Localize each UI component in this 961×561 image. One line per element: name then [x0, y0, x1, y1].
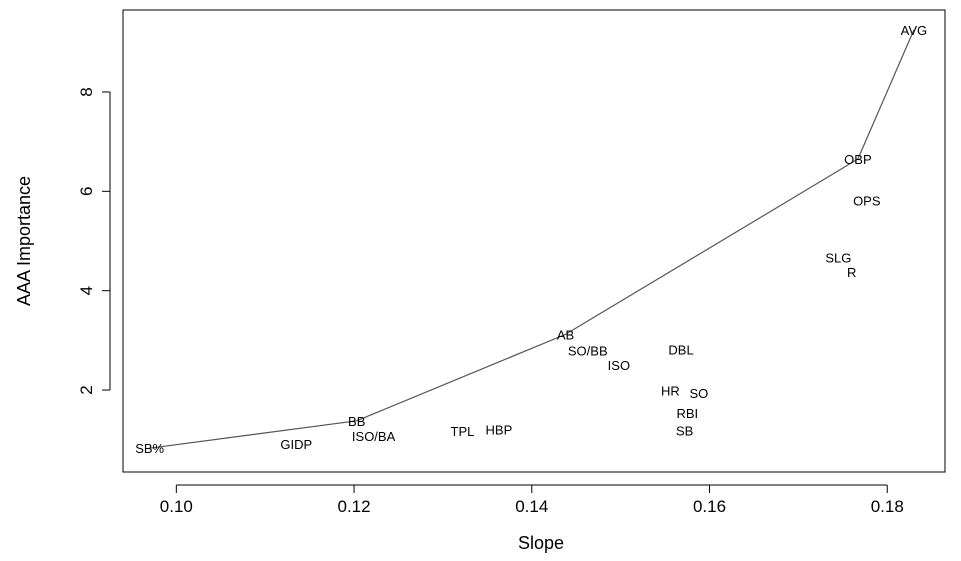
point-label: BB — [348, 414, 365, 429]
point-label: OPS — [853, 193, 881, 208]
point-label: SO — [689, 386, 708, 401]
point-label: RBI — [676, 406, 698, 421]
point-label: R — [847, 265, 856, 280]
y-axis: 2 4 6 8 — [77, 87, 111, 395]
point-label: ISO — [608, 358, 630, 373]
y-tick-label: 8 — [77, 87, 96, 96]
point-label: DBL — [668, 342, 693, 357]
y-tick-label: 2 — [77, 385, 96, 394]
point-label: HBP — [486, 422, 513, 437]
x-tick-label: 0.12 — [338, 497, 371, 516]
frontier-line — [149, 29, 915, 449]
point-label: AB — [557, 327, 574, 342]
plot-frame — [122, 9, 946, 473]
x-axis: 0.10 0.12 0.14 0.16 0.18 — [160, 484, 904, 516]
point-label: ISO/BA — [352, 429, 396, 444]
point-label: TPL — [451, 424, 475, 439]
point-label: SLG — [825, 250, 851, 265]
point-label: GIDP — [280, 437, 312, 452]
x-tick-label: 0.18 — [871, 497, 904, 516]
y-tick-label: 4 — [77, 286, 96, 295]
x-tick-label: 0.10 — [160, 497, 193, 516]
point-label: SB% — [135, 441, 164, 456]
x-tick-label: 0.14 — [515, 497, 548, 516]
point-label: SB — [676, 423, 693, 438]
y-tick-label: 6 — [77, 187, 96, 196]
point-label: AVG — [901, 23, 928, 38]
point-label: SO/BB — [568, 343, 608, 358]
x-axis-title: Slope — [518, 533, 564, 553]
point-label: HR — [661, 384, 680, 399]
x-tick-label: 0.16 — [693, 497, 726, 516]
point-label: OBP — [844, 152, 871, 167]
y-axis-title: AAA Importance — [14, 176, 34, 306]
